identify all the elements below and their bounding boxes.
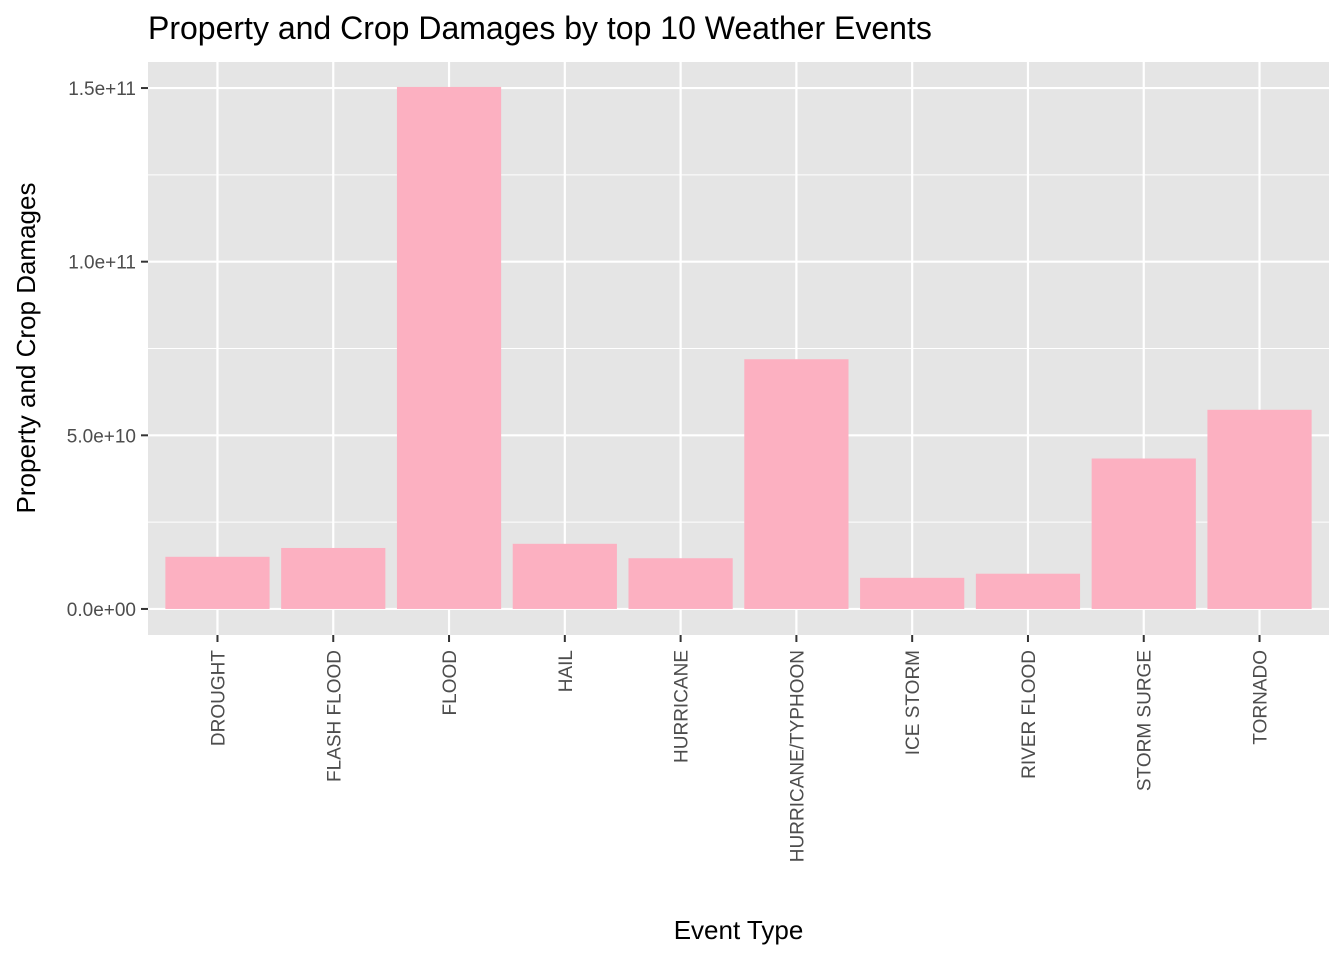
x-tick-label: TORNADO — [1251, 650, 1272, 745]
bar-storm-surge — [1091, 458, 1196, 609]
y-axis: 0.0e+00 5.0e+10 1.0e+11 1.5e+11 — [67, 79, 148, 621]
x-tick-label: HURRICANE/TYPHOON — [787, 650, 808, 862]
chart-title: Property and Crop Damages by top 10 Weat… — [148, 10, 932, 46]
x-tick-label: FLASH FLOOD — [324, 650, 345, 782]
bars-group — [165, 86, 1312, 609]
x-tick-label: STORM SURGE — [1135, 650, 1156, 791]
x-axis: DROUGHT FLASH FLOOD FLOOD HAIL HURRICANE HURR… — [208, 635, 1272, 862]
bar-hurricane-typhoon — [744, 359, 849, 609]
x-tick-label: FLOOD — [440, 650, 461, 715]
y-tick-label: 1.5e+11 — [68, 79, 136, 100]
x-tick-label: DROUGHT — [208, 650, 229, 746]
bar-ice-storm — [860, 577, 965, 609]
x-axis-title: Event Type — [674, 915, 804, 945]
bar-hail — [512, 543, 617, 609]
y-axis-title: Property and Crop Damages — [11, 183, 41, 514]
x-tick-label: HURRICANE — [672, 650, 693, 763]
y-tick-label: 1.0e+11 — [68, 253, 136, 274]
y-tick-label: 5.0e+10 — [67, 426, 136, 447]
y-tick-label: 0.0e+00 — [67, 600, 136, 621]
x-tick-label: HAIL — [556, 650, 577, 692]
bar-flash-flood — [281, 547, 386, 609]
bar-flood — [396, 86, 502, 609]
x-tick-label: ICE STORM — [903, 650, 924, 755]
x-tick-label: RIVER FLOOD — [1019, 650, 1040, 779]
bar-hurricane — [628, 558, 733, 609]
bar-river-flood — [975, 573, 1081, 609]
bar-tornado — [1207, 409, 1312, 609]
bar-drought — [165, 556, 270, 609]
